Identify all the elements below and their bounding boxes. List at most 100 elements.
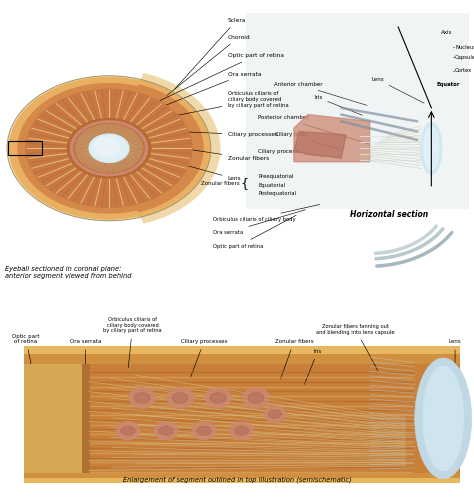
Bar (24, 364, 85, 473)
Ellipse shape (71, 142, 73, 145)
Ellipse shape (145, 142, 147, 145)
Ellipse shape (82, 166, 84, 169)
Ellipse shape (75, 161, 78, 163)
Ellipse shape (143, 156, 146, 159)
Ellipse shape (71, 145, 73, 147)
Text: Optic part of retina: Optic part of retina (160, 53, 283, 101)
Ellipse shape (80, 165, 82, 167)
Ellipse shape (154, 422, 178, 440)
Ellipse shape (87, 170, 90, 172)
Ellipse shape (77, 163, 80, 165)
Ellipse shape (80, 130, 82, 132)
Ellipse shape (102, 121, 106, 123)
Ellipse shape (116, 174, 119, 175)
Circle shape (18, 83, 200, 213)
Ellipse shape (112, 174, 116, 176)
Ellipse shape (122, 123, 125, 125)
Text: Lens: Lens (371, 77, 424, 103)
Ellipse shape (230, 422, 254, 440)
Ellipse shape (84, 126, 87, 128)
Text: Optic part
of retina: Optic part of retina (12, 333, 42, 420)
Text: Preequatorial: Preequatorial (258, 175, 294, 180)
Text: Zonular fibers: Zonular fibers (201, 181, 239, 186)
Ellipse shape (90, 124, 93, 126)
Text: Lens: Lens (127, 149, 241, 181)
Ellipse shape (136, 130, 138, 132)
Ellipse shape (145, 147, 148, 149)
Ellipse shape (96, 122, 99, 124)
Ellipse shape (145, 149, 147, 152)
Circle shape (9, 77, 209, 219)
Bar (24, 364, 460, 473)
Ellipse shape (119, 173, 122, 175)
PathPatch shape (133, 91, 193, 205)
Text: Orbiculus ciliaris of
ciliary body covered
by ciliary part of retina: Orbiculus ciliaris of ciliary body cover… (103, 317, 162, 368)
Ellipse shape (93, 172, 96, 174)
Text: Ora serrata: Ora serrata (213, 210, 305, 235)
Text: Zonular fibers: Zonular fibers (130, 140, 269, 161)
Text: Axis: Axis (441, 30, 453, 35)
Text: Horizontal section: Horizontal section (350, 210, 428, 219)
Ellipse shape (93, 123, 96, 125)
Ellipse shape (205, 387, 231, 408)
Ellipse shape (125, 124, 128, 126)
Text: Ora serrata: Ora serrata (70, 340, 101, 368)
Ellipse shape (112, 121, 116, 123)
Ellipse shape (73, 156, 75, 159)
Ellipse shape (140, 161, 143, 163)
Ellipse shape (102, 174, 106, 176)
Polygon shape (109, 94, 186, 202)
PathPatch shape (138, 79, 211, 217)
Ellipse shape (197, 427, 211, 435)
Ellipse shape (74, 159, 77, 161)
Ellipse shape (144, 154, 146, 156)
Ellipse shape (72, 140, 74, 142)
Polygon shape (294, 131, 346, 158)
Text: Enlargement of segment outlined in top illustration (semischematic): Enlargement of segment outlined in top i… (123, 476, 351, 483)
Ellipse shape (74, 136, 77, 138)
Ellipse shape (143, 138, 146, 140)
Ellipse shape (116, 121, 119, 123)
Polygon shape (294, 115, 370, 162)
Bar (8, 141, 42, 155)
PathPatch shape (140, 73, 220, 224)
Ellipse shape (96, 173, 99, 175)
Text: Ciliary process: Ciliary process (258, 149, 324, 156)
Circle shape (67, 119, 151, 178)
Ellipse shape (131, 126, 134, 128)
Ellipse shape (82, 128, 84, 130)
Ellipse shape (138, 132, 141, 134)
Text: Lens: Lens (449, 340, 461, 370)
Text: Equatorial: Equatorial (258, 183, 285, 188)
Ellipse shape (159, 427, 173, 435)
Ellipse shape (84, 168, 87, 170)
Ellipse shape (72, 154, 74, 156)
Text: Ciliary processes: Ciliary processes (139, 130, 278, 137)
Ellipse shape (138, 163, 141, 165)
Text: Eyeball sectioned in coronal plane:
anterior segment viewed from behind: Eyeball sectioned in coronal plane: ante… (5, 266, 131, 280)
Ellipse shape (140, 133, 143, 136)
Ellipse shape (141, 159, 144, 161)
Ellipse shape (128, 170, 131, 172)
Ellipse shape (264, 406, 285, 423)
Ellipse shape (141, 136, 144, 138)
Ellipse shape (75, 133, 78, 136)
Ellipse shape (173, 393, 188, 403)
Ellipse shape (134, 128, 137, 130)
Text: Ciliary body: Ciliary body (275, 132, 338, 149)
Text: Ora serrata: Ora serrata (153, 71, 261, 110)
Ellipse shape (125, 171, 128, 173)
Ellipse shape (106, 174, 109, 176)
Ellipse shape (145, 152, 147, 154)
Ellipse shape (106, 121, 109, 123)
Text: Orbiculus ciliaris of
ciliary body covered
by ciliary part of retina: Orbiculus ciliaris of ciliary body cover… (146, 91, 288, 121)
Text: Optic part of retina: Optic part of retina (213, 215, 296, 248)
Bar (246, 14, 469, 209)
Text: {: { (241, 177, 249, 190)
Ellipse shape (128, 125, 131, 127)
Ellipse shape (167, 387, 193, 408)
Ellipse shape (99, 121, 102, 123)
Text: Zonular fibers fanning out
and blending into lens capsule: Zonular fibers fanning out and blending … (316, 324, 395, 371)
Text: Iris: Iris (314, 95, 363, 115)
Ellipse shape (73, 138, 75, 140)
